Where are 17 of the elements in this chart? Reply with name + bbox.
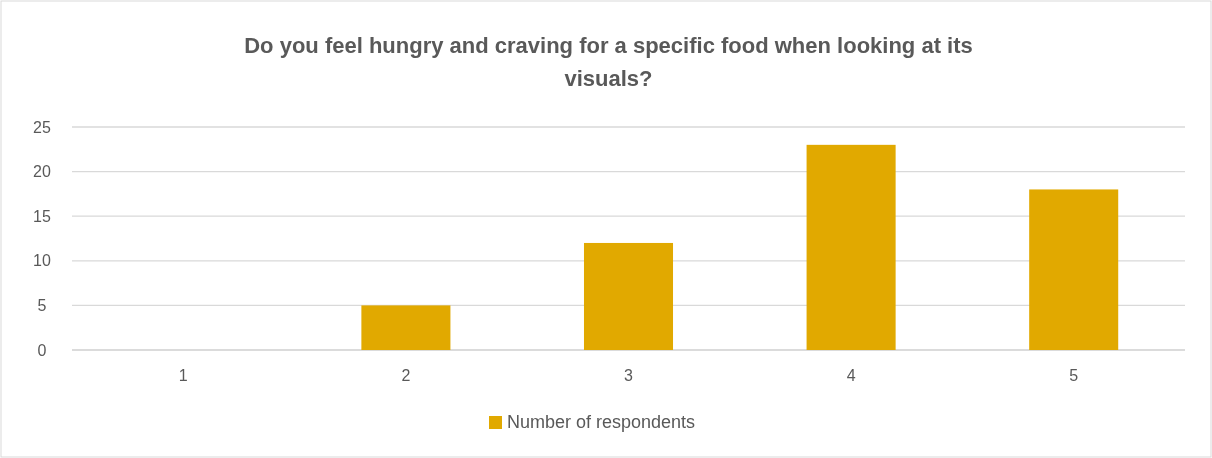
legend-label: Number of respondents: [507, 412, 696, 432]
x-tick-label: 2: [401, 367, 411, 384]
x-tick-label: 1: [178, 367, 188, 384]
bar: [806, 144, 896, 350]
bar: [583, 242, 674, 350]
chart-title: Do you feel hungry and craving for a specific food when looking at its visuals?: [244, 33, 973, 91]
x-tick-label: 5: [1069, 367, 1079, 384]
bar: [1029, 189, 1119, 350]
bar: [361, 305, 451, 350]
y-tick-label: 10: [33, 252, 51, 270]
y-tick-label: 20: [33, 163, 51, 181]
y-tick-label: 0: [37, 341, 47, 359]
y-tick-label: 15: [33, 207, 51, 225]
x-tick-label: 3: [624, 367, 634, 384]
x-tick-label: 4: [846, 367, 856, 384]
y-tick-label: 25: [33, 118, 51, 136]
y-tick-label: 5: [37, 297, 47, 314]
